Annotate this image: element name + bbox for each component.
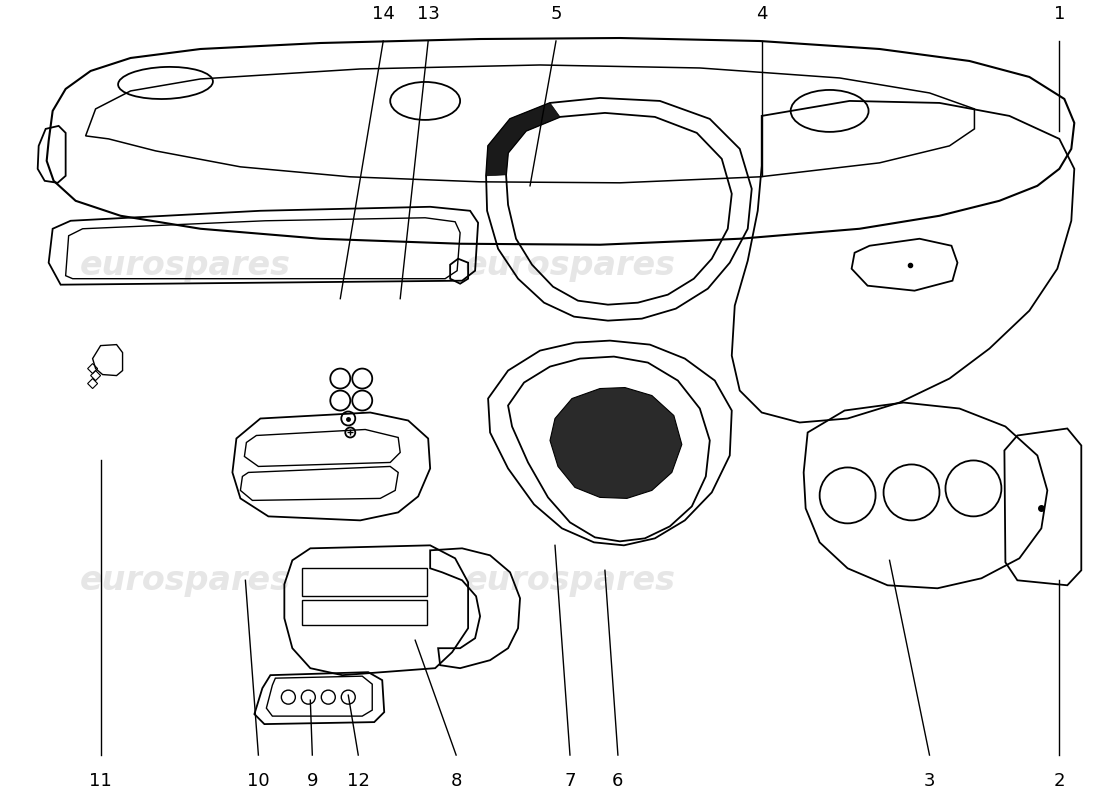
Text: 10: 10 (248, 772, 270, 790)
Text: 4: 4 (756, 5, 768, 23)
Text: 2: 2 (1054, 772, 1065, 790)
Text: 8: 8 (450, 772, 462, 790)
Text: 9: 9 (307, 772, 318, 790)
Text: eurospares: eurospares (464, 250, 675, 282)
Text: 5: 5 (550, 5, 562, 23)
Text: 1: 1 (1054, 5, 1065, 23)
Text: 14: 14 (372, 5, 395, 23)
Text: 7: 7 (564, 772, 575, 790)
Text: eurospares: eurospares (80, 250, 292, 282)
Text: 3: 3 (924, 772, 935, 790)
Text: eurospares: eurospares (80, 564, 292, 597)
Text: eurospares: eurospares (464, 564, 675, 597)
Text: 6: 6 (613, 772, 624, 790)
Polygon shape (550, 387, 682, 498)
Bar (302, 600, 427, 626)
Text: 11: 11 (89, 772, 112, 790)
Polygon shape (486, 103, 560, 176)
Bar (302, 568, 427, 596)
Text: 12: 12 (346, 772, 370, 790)
Text: 13: 13 (417, 5, 440, 23)
